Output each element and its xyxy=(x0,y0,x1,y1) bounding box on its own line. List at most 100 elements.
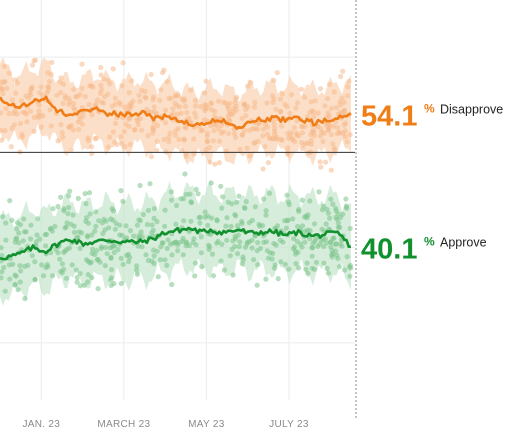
disapprove-poll-dot xyxy=(157,97,163,103)
disapprove-poll-dot xyxy=(282,101,288,107)
approve-poll-dot xyxy=(233,213,239,219)
approve-poll-dot xyxy=(235,232,241,238)
approve-poll-dot xyxy=(127,228,133,234)
approve-poll-dot xyxy=(126,259,132,265)
approve-poll-dot xyxy=(255,262,261,268)
approve-poll-dot xyxy=(331,235,337,241)
disapprove-poll-dot xyxy=(210,138,216,144)
trend-lines xyxy=(0,95,352,261)
approve-poll-dot xyxy=(324,240,330,246)
approve-poll-dot xyxy=(263,212,269,218)
disapprove-poll-dot xyxy=(18,98,25,104)
approve-poll-dot xyxy=(17,263,23,269)
disapprove-poll-dot xyxy=(341,99,347,105)
approve-poll-dot xyxy=(218,183,224,189)
disapprove-poll-dot xyxy=(31,114,37,120)
disapprove-poll-dot xyxy=(201,117,207,123)
approve-poll-dot xyxy=(283,225,289,231)
disapprove-poll-dot xyxy=(252,139,258,146)
x-tick-label: MARCH 23 xyxy=(97,419,150,430)
disapprove-poll-dot xyxy=(340,68,346,74)
disapprove-poll-dot xyxy=(122,104,128,110)
approve-poll-dot xyxy=(102,263,108,269)
approve-poll-dot xyxy=(208,215,215,221)
approve-poll-dot xyxy=(302,229,308,235)
disapprove-poll-dot xyxy=(150,94,157,100)
approve-poll-dot xyxy=(237,239,243,245)
disapprove-poll-dot xyxy=(227,118,233,124)
approve-poll-dot xyxy=(12,272,18,278)
disapprove-poll-dot xyxy=(292,139,298,145)
disapprove-percent-sign: % xyxy=(424,101,435,115)
approve-poll-dot xyxy=(239,218,245,225)
approve-poll-dot xyxy=(48,225,54,232)
approve-poll-dot xyxy=(236,244,242,250)
approve-poll-dot xyxy=(173,221,179,227)
approve-poll-dot xyxy=(62,225,68,231)
approve-poll-dot xyxy=(144,221,150,228)
disapprove-poll-dot xyxy=(299,130,306,136)
approve-poll-dot xyxy=(228,223,234,229)
approve-poll-dot xyxy=(188,200,195,206)
approve-poll-dot xyxy=(273,242,279,248)
disapprove-poll-dot xyxy=(215,98,221,104)
disapprove-poll-dot xyxy=(119,83,125,89)
approve-poll-dot xyxy=(151,206,157,212)
disapprove-poll-dot xyxy=(107,134,113,140)
approve-poll-dot xyxy=(32,276,38,282)
approve-poll-dot xyxy=(95,256,101,262)
approve-poll-dot xyxy=(140,211,146,218)
disapprove-poll-dot xyxy=(302,123,308,129)
disapprove-poll-dot xyxy=(323,159,329,165)
disapprove-poll-dot xyxy=(260,133,266,139)
approve-poll-dot xyxy=(219,241,225,247)
approve-poll-dot xyxy=(296,208,302,214)
approve-poll-dot xyxy=(180,252,186,258)
disapprove-poll-dot xyxy=(279,91,285,97)
disapprove-poll-dot xyxy=(264,124,270,130)
disapprove-poll-dot xyxy=(344,139,350,145)
disapprove-poll-dot xyxy=(110,66,116,72)
approve-poll-dot xyxy=(162,207,168,213)
disapprove-poll-dot xyxy=(29,62,36,68)
approve-poll-dot xyxy=(195,191,201,197)
disapprove-poll-dot xyxy=(110,129,116,135)
approve-poll-dot xyxy=(333,248,339,254)
approve-poll-dot xyxy=(52,223,58,230)
approve-poll-dot xyxy=(271,265,278,271)
disapprove-poll-dot xyxy=(22,110,28,116)
approve-poll-dot xyxy=(199,264,205,270)
x-axis-ticks: JAN. 23 MARCH 23 MAY 23 JULY 23 xyxy=(22,419,308,430)
disapprove-poll-dot xyxy=(55,138,61,144)
approve-poll-dot xyxy=(234,199,240,205)
disapprove-poll-dot xyxy=(175,126,181,132)
disapprove-poll-dot xyxy=(0,86,4,92)
disapprove-poll-dot xyxy=(255,121,261,127)
approve-poll-dot xyxy=(282,261,288,267)
approve-percent-sign: % xyxy=(424,235,435,249)
approve-poll-dot xyxy=(7,276,13,282)
disapprove-poll-dot xyxy=(325,96,331,102)
disapprove-poll-dot xyxy=(44,90,50,96)
disapprove-poll-dot xyxy=(330,123,337,129)
disapprove-poll-dot xyxy=(58,122,64,128)
disapprove-poll-dot xyxy=(207,144,213,151)
disapprove-poll-dot xyxy=(344,93,351,99)
approve-poll-dot xyxy=(150,247,157,253)
disapprove-poll-dot xyxy=(163,107,169,113)
approve-poll-dot xyxy=(293,261,299,267)
disapprove-poll-dot xyxy=(181,136,187,142)
disapprove-poll-dot xyxy=(220,129,227,135)
approve-poll-dot xyxy=(304,260,310,266)
approve-poll-dot xyxy=(108,282,114,288)
approve-poll-dot xyxy=(311,221,318,227)
approve-poll-dot xyxy=(315,243,321,249)
disapprove-poll-dot xyxy=(112,139,118,145)
disapprove-poll-dot xyxy=(231,131,238,137)
approve-poll-dot xyxy=(263,208,269,214)
approve-poll-dot xyxy=(278,259,284,265)
disapprove-poll-dot xyxy=(24,119,30,125)
disapprove-poll-dot xyxy=(288,92,294,98)
disapprove-poll-dot xyxy=(329,105,335,111)
approve-poll-dot xyxy=(9,217,15,223)
